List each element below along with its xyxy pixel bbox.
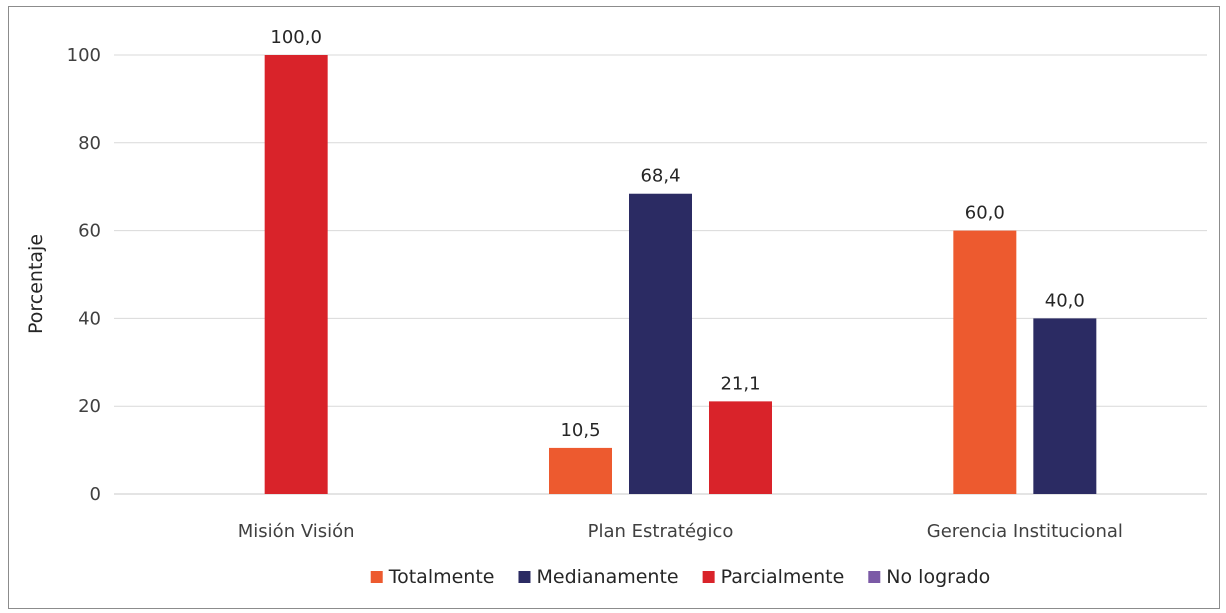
y-tick-label: 0 <box>90 484 101 505</box>
legend-label: Totalmente <box>388 566 495 588</box>
bar-parcialmente <box>709 401 772 494</box>
legend-swatch <box>868 571 881 583</box>
chart-frame: 0 20 40 60 80 100 100,0 10,5 68,4 21,1 60,0 40,0 M… <box>8 6 1220 609</box>
x-category-label: Gerencia Institucional <box>927 521 1123 542</box>
y-tick-label: 60 <box>78 221 101 242</box>
legend-label: No logrado <box>886 566 990 588</box>
legend-swatch <box>702 571 715 583</box>
x-category-label: Plan Estratégico <box>588 521 734 542</box>
data-label: 60,0 <box>965 203 1005 224</box>
legend-item-totalmente: Totalmente <box>370 566 495 588</box>
legend-swatch <box>518 571 531 583</box>
data-label: 21,1 <box>720 373 760 394</box>
data-label: 68,4 <box>640 166 680 187</box>
y-tick-label: 20 <box>78 396 101 417</box>
legend-item-parcialmente: Parcialmente <box>702 566 845 588</box>
data-labels: 100,0 10,5 68,4 21,1 60,0 40,0 <box>270 27 1084 441</box>
bar-medianamente <box>629 193 692 494</box>
bar-parcialmente <box>264 55 328 494</box>
legend-label: Medianamente <box>536 566 678 588</box>
legend: Totalmente Medianamente Parcialmente No log… <box>370 566 990 588</box>
data-label: 40,0 <box>1045 290 1085 311</box>
bar-chart: 0 20 40 60 80 100 100,0 10,5 68,4 21,1 60,0 40,0 M… <box>25 27 1207 588</box>
data-label: 100,0 <box>270 27 322 48</box>
bar-medianamente <box>1033 318 1097 494</box>
bars <box>264 55 1097 494</box>
y-axis-title: Porcentaje <box>25 234 47 334</box>
bar-totalmente <box>953 230 1017 494</box>
x-category-label: Misión Visión <box>238 521 355 542</box>
y-axis-ticks: 0 20 40 60 80 100 <box>67 45 101 505</box>
legend-swatch <box>370 571 383 583</box>
y-tick-label: 100 <box>67 45 101 66</box>
legend-item-medianamente: Medianamente <box>518 566 679 588</box>
legend-item-no-logrado: No logrado <box>868 566 990 588</box>
y-tick-label: 40 <box>78 308 101 329</box>
legend-label: Parcialmente <box>721 566 845 588</box>
data-label: 10,5 <box>560 420 600 441</box>
x-axis-categories: Misión Visión Plan Estratégico Gerencia In… <box>238 521 1123 542</box>
y-tick-label: 80 <box>78 133 101 154</box>
bar-totalmente <box>549 447 612 494</box>
